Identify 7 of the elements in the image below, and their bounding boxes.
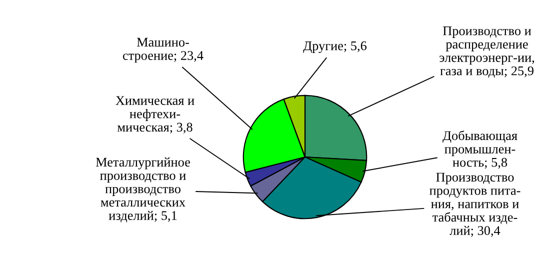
slice-label: Производство продуктов пита- ния, напитков и табачных изде- лий; 30,4 [430,172,520,237]
slice-label: Химическая и нефтехи- мическая; 3,8 [116,96,194,134]
slice-label: Другие; 5,6 [303,41,367,53]
slice-label: Металлургийное производство и производство металлических изделий; 5,1 [96,157,190,222]
slice-label: Машино- строение; 23,4 [122,38,204,63]
slice-label: Добывающая промышлен- ность; 5,8 [442,130,518,169]
slice-label: Производство и распределение электроэнерг-ии, газа и воды; 25,9 [440,26,534,78]
